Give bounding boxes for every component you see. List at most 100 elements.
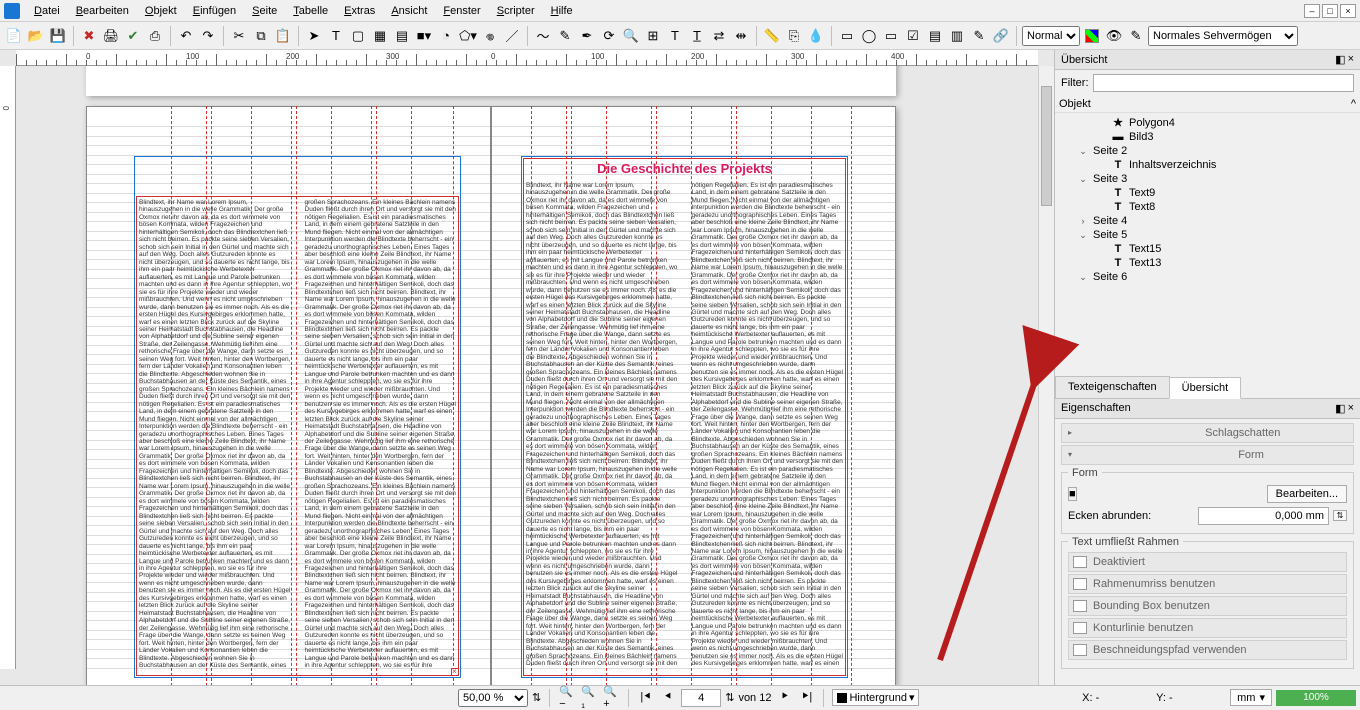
textflow-option[interactable]: Konturlinie benutzen <box>1068 618 1347 638</box>
close-button[interactable]: × <box>1340 4 1356 18</box>
open-icon[interactable]: 📂 <box>26 26 46 46</box>
zoom-select[interactable]: 50,00 % <box>458 689 528 707</box>
pdf-check-icon[interactable]: ☑ <box>903 26 923 46</box>
eyedrop-icon[interactable]: 💧 <box>806 26 826 46</box>
zoom-out-icon[interactable]: 🔍− <box>558 689 576 707</box>
textflow-option[interactable]: Deaktiviert <box>1068 552 1347 572</box>
menu-extras[interactable]: Extras <box>336 2 383 20</box>
pdf-icon[interactable]: ⎙ <box>145 26 165 46</box>
outline-tree[interactable]: ★Polygon4▬Bild3⌄Seite 2TInhaltsverzeichn… <box>1055 113 1360 376</box>
menu-tabelle[interactable]: Tabelle <box>285 2 336 20</box>
new-icon[interactable]: 📄 <box>4 26 24 46</box>
layer-select[interactable]: Hintergrund▾ <box>832 689 919 706</box>
dock-icon[interactable]: ◧ <box>1335 53 1345 66</box>
select-icon[interactable]: ➤ <box>304 26 324 46</box>
preflight-icon[interactable]: ✔ <box>123 26 143 46</box>
polygon-icon[interactable]: ⬠▾ <box>458 26 478 46</box>
copy-icon[interactable]: ⧉ <box>251 26 271 46</box>
tree-item[interactable]: TText8 <box>1059 200 1356 214</box>
dock-icon[interactable]: ◧ <box>1335 402 1345 415</box>
zoom-spinner[interactable]: ⇅ <box>532 691 541 704</box>
menu-fenster[interactable]: Fenster <box>435 2 488 20</box>
edit-content-icon[interactable]: ⊞ <box>643 26 663 46</box>
story-editor-icon[interactable]: T̲ <box>687 26 707 46</box>
spread[interactable]: Blindtext, ihr Name war Lorem Ipsum, hin… <box>86 106 896 685</box>
tree-item[interactable]: ›Seite 4 <box>1059 214 1356 228</box>
section-shadow[interactable]: ▸Schlagschatten <box>1061 423 1354 443</box>
zoom-in-icon[interactable]: 🔍+ <box>602 689 620 707</box>
imageframe-icon[interactable]: ▢ <box>348 26 368 46</box>
vision-select[interactable]: Normales Sehvermögen <box>1148 26 1298 46</box>
pdf-link-icon[interactable]: 🔗 <box>991 26 1011 46</box>
text-frame[interactable]: Die Geschichte des ProjektsBlindtext, ih… <box>523 158 846 676</box>
line-icon[interactable]: ／ <box>502 26 522 46</box>
prev-page-icon[interactable]: ⯇ <box>659 689 677 707</box>
menu-datei[interactable]: Datei <box>26 2 68 20</box>
renderframe-icon[interactable]: ▦ <box>370 26 390 46</box>
page-spinner[interactable]: ⇅ <box>725 691 734 704</box>
shape-icon[interactable]: ■▾ <box>414 26 434 46</box>
rotate-icon[interactable]: ⟳ <box>599 26 619 46</box>
tree-item[interactable]: ⌄Seite 6 <box>1059 270 1356 284</box>
maximize-button[interactable]: □ <box>1322 4 1338 18</box>
tree-item[interactable]: ⌄Seite 3 <box>1059 172 1356 186</box>
canvas[interactable]: Blindtext, ihr Name war Lorem Ipsum, hin… <box>16 66 1038 685</box>
textflow-option[interactable]: Rahmenumriss benutzen <box>1068 574 1347 594</box>
pdf-button-icon[interactable]: ▭ <box>837 26 857 46</box>
close-doc-icon[interactable]: ✖ <box>79 26 99 46</box>
tree-item[interactable]: ▬Bild3 <box>1059 130 1356 144</box>
arc-icon[interactable]: ◔ <box>436 26 456 46</box>
tab-uebersicht[interactable]: Übersicht <box>1169 377 1241 399</box>
textflow-option[interactable]: Bounding Box benutzen <box>1068 596 1347 616</box>
tree-item[interactable]: TText9 <box>1059 186 1356 200</box>
menu-objekt[interactable]: Objekt <box>137 2 185 20</box>
paste-icon[interactable]: 📋 <box>273 26 293 46</box>
round-corners-input[interactable] <box>1198 507 1330 525</box>
edit-text-icon[interactable]: T <box>665 26 685 46</box>
link-icon[interactable]: ⇄ <box>709 26 729 46</box>
preview-icon[interactable]: 👁 <box>1104 26 1124 46</box>
spiral-icon[interactable]: 𖦹 <box>480 26 500 46</box>
edit-mode-icon[interactable]: ✎ <box>1126 26 1146 46</box>
panel-close-icon[interactable]: × <box>1348 53 1354 66</box>
cms-icon[interactable] <box>1082 26 1102 46</box>
undo-icon[interactable]: ↶ <box>176 26 196 46</box>
table-icon[interactable]: ▤ <box>392 26 412 46</box>
first-page-icon[interactable]: |⯇ <box>637 689 655 707</box>
textflow-option[interactable]: Beschneidungspfad verwenden <box>1068 640 1347 660</box>
tree-item[interactable]: TText13 <box>1059 256 1356 270</box>
view-mode-select[interactable]: Normal <box>1022 26 1080 46</box>
shape-chooser-icon[interactable]: ■ <box>1068 487 1077 501</box>
bezier-icon[interactable]: 〜 <box>533 26 553 46</box>
panel-close-icon[interactable]: × <box>1348 402 1354 415</box>
freehand-icon[interactable]: ✎ <box>555 26 575 46</box>
zoom-100-icon[interactable]: 🔍₁ <box>580 689 598 707</box>
filter-input[interactable] <box>1093 74 1355 92</box>
menu-seite[interactable]: Seite <box>244 2 285 20</box>
pdf-combo-icon[interactable]: ▤ <box>925 26 945 46</box>
pdf-annot-icon[interactable]: ✎ <box>969 26 989 46</box>
pdf-radio-icon[interactable]: ◯ <box>859 26 879 46</box>
tree-item[interactable]: TText15 <box>1059 242 1356 256</box>
last-page-icon[interactable]: ⯈| <box>797 689 815 707</box>
pdf-text-icon[interactable]: ▭ <box>881 26 901 46</box>
tree-item[interactable]: ★Polygon4 <box>1059 115 1356 130</box>
copyprops-icon[interactable]: ⎘ <box>784 26 804 46</box>
textframe-icon[interactable]: T <box>326 26 346 46</box>
cut-icon[interactable]: ✂ <box>229 26 249 46</box>
print-icon[interactable]: 🖨 <box>101 26 121 46</box>
pdf-list-icon[interactable]: ▥ <box>947 26 967 46</box>
tree-item[interactable]: TInhaltsverzeichnis <box>1059 158 1356 172</box>
edit-shape-button[interactable]: Bearbeiten... <box>1267 485 1347 503</box>
save-icon[interactable]: 💾 <box>48 26 68 46</box>
menu-scripter[interactable]: Scripter <box>489 2 543 20</box>
zoom-icon[interactable]: 🔍 <box>621 26 641 46</box>
spinner-icon[interactable]: ⇅ <box>1333 510 1347 521</box>
minimize-button[interactable]: – <box>1304 4 1320 18</box>
menu-bearbeiten[interactable]: Bearbeiten <box>68 2 137 20</box>
measure-icon[interactable]: 📏 <box>762 26 782 46</box>
section-form[interactable]: ▾Form <box>1061 445 1354 465</box>
tree-item[interactable]: ⌄Seite 2 <box>1059 144 1356 158</box>
unit-select[interactable]: mm▾ <box>1230 689 1272 706</box>
next-page-icon[interactable]: ⯈ <box>775 689 793 707</box>
